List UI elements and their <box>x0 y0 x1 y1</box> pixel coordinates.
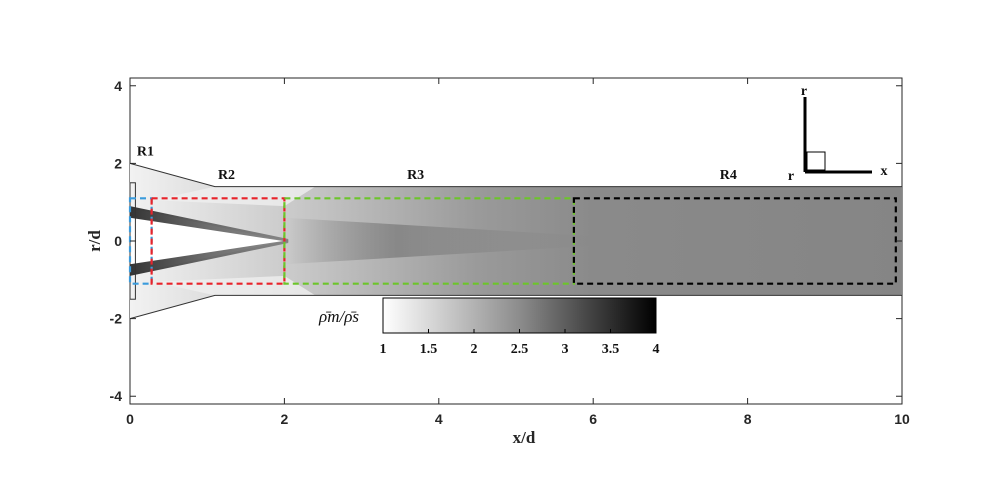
y-tick-label: 4 <box>114 78 122 94</box>
colorbar-tick-label: 3.5 <box>602 342 620 357</box>
colorbar-tick-label: 1 <box>380 342 387 357</box>
colorbar-tick-label: 2 <box>471 342 478 357</box>
x-tick-label: 6 <box>589 411 597 427</box>
mixing-core <box>284 217 609 265</box>
upper-wall <box>129 162 902 188</box>
region-box-r4 <box>572 197 897 285</box>
colorbar-tick-label: 3 <box>562 342 569 357</box>
upper-shear-layer <box>130 206 289 242</box>
lower-ambient <box>153 275 316 296</box>
y-axis-label: r/d <box>85 230 104 252</box>
x-tick-label: 2 <box>281 411 289 427</box>
inset-r-label: r <box>801 84 807 99</box>
x-tick-label: 0 <box>126 411 134 427</box>
lower-wall <box>129 294 902 320</box>
region-label-r2: R2 <box>218 168 235 183</box>
region-label-r4: R4 <box>720 168 737 183</box>
inset-origin-label: r <box>788 169 794 184</box>
y-tick-label: 2 <box>114 155 122 171</box>
potential-core <box>130 208 285 274</box>
x-axis-label: x/d <box>513 428 536 447</box>
colorbar-tick-label: 4 <box>653 342 660 357</box>
y-axis-ticks: -4 -2 0 2 4 <box>110 78 902 404</box>
colorbar-ticks: 1 1.5 2 2.5 3 3.5 4 <box>380 329 660 357</box>
inset-x-label: x <box>881 164 888 179</box>
region-box-r2 <box>150 197 286 285</box>
y-tick-label: -4 <box>110 388 123 404</box>
lower-shear-layer <box>130 240 289 276</box>
y-tick-label: 0 <box>114 233 122 249</box>
upper-ambient <box>153 186 316 207</box>
x-axis-ticks: 0 2 4 6 8 10 <box>126 78 910 427</box>
colorbar-title: ρ̄m/ρ̄s <box>318 307 359 326</box>
x-tick-label: 8 <box>744 411 752 427</box>
region-label-r3: R3 <box>407 168 424 183</box>
x-tick-label: 4 <box>435 411 443 427</box>
coordinate-system-inset: r x r <box>788 84 888 184</box>
colorbar-tick-label: 1.5 <box>420 342 438 357</box>
y-tick-label: -2 <box>110 311 123 327</box>
colorbar-gradient <box>382 297 657 334</box>
right-angle-marker <box>806 151 826 171</box>
plot-area: R1 R2 R3 R4 <box>128 77 903 405</box>
density-field <box>130 163 902 319</box>
region-label-r1: R1 <box>137 145 154 160</box>
colorbar: ρ̄m/ρ̄s 1 1.5 2 2.5 3 3.5 4 <box>318 297 660 357</box>
region-labels: R1 R2 R3 R4 <box>137 145 737 183</box>
x-tick-label: 10 <box>894 411 910 427</box>
colorbar-tick-label: 2.5 <box>511 342 529 357</box>
